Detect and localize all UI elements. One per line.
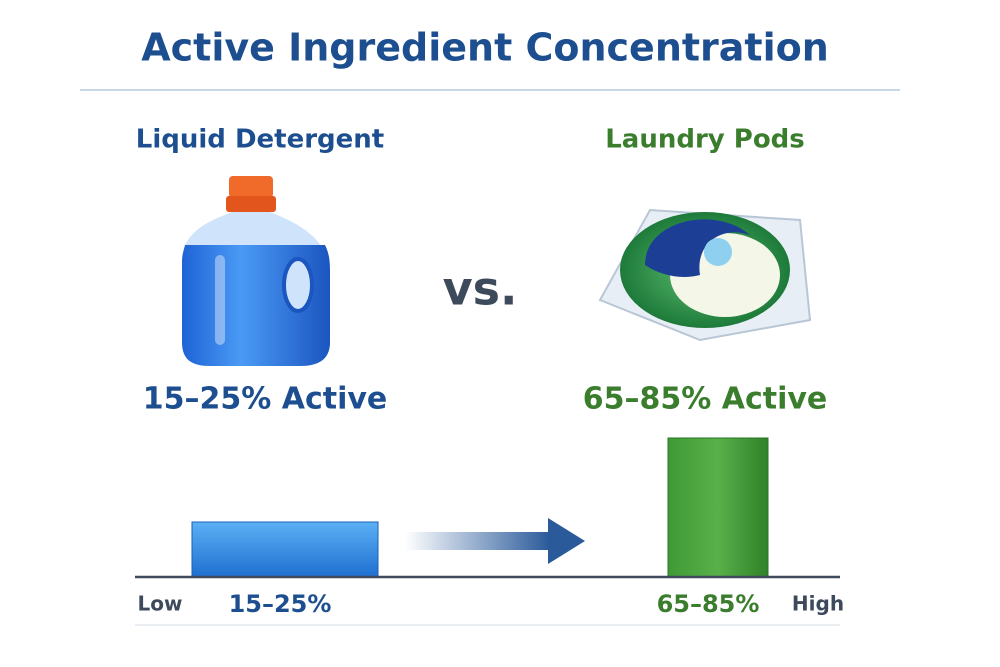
left-name: Liquid Detergent [136, 125, 384, 155]
high-label: High [792, 592, 844, 616]
detergent-bottle [182, 176, 330, 366]
right-scale-label: 65–85% [657, 590, 760, 618]
laundry-pod [598, 208, 812, 342]
low-bar [191, 521, 379, 578]
right-name: Laundry Pods [605, 125, 805, 155]
arrow [405, 518, 585, 564]
high-bar [667, 437, 769, 578]
vs-label: vs. [443, 262, 518, 316]
title: Active Ingredient Concentration [141, 26, 829, 70]
low-label: Low [138, 592, 183, 616]
left-concentration: 15–25% Active [143, 382, 388, 417]
left-scale-label: 15–25% [229, 590, 332, 618]
right-concentration: 65–85% Active [583, 382, 828, 417]
